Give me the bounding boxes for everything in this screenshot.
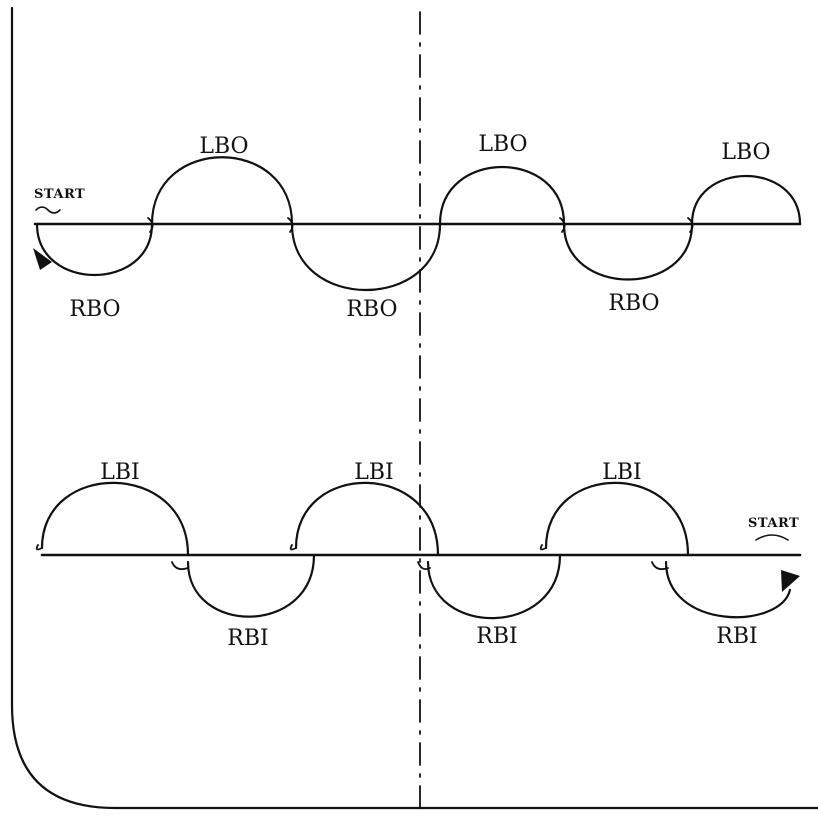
rink-border bbox=[10, 6, 818, 810]
top-transition-tick-3 bbox=[559, 217, 566, 233]
bottom-lobe-below-1 bbox=[186, 553, 316, 618]
bottom-curl-tick-1 bbox=[35, 544, 43, 551]
top-transition-tick-2 bbox=[287, 217, 294, 233]
bottom-lobe-above-label-3: LBI bbox=[602, 460, 641, 485]
top-start-squiggle-icon bbox=[35, 206, 61, 214]
top-row: START LBO LBO LBO RBO RBO RBO bbox=[33, 132, 802, 322]
top-start-arrow-icon bbox=[33, 248, 52, 270]
bottom-curl-tick-6 bbox=[651, 561, 669, 571]
bottom-row: START LBI LBI LBI RBI RBI RBI bbox=[35, 460, 802, 651]
bottom-lobe-above-2 bbox=[294, 481, 440, 557]
bottom-start-arrow-icon bbox=[781, 570, 800, 592]
top-lobe-above-3 bbox=[690, 174, 802, 226]
top-lobe-below-1 bbox=[35, 222, 154, 277]
top-lobe-above-label-3: LBO bbox=[721, 140, 770, 165]
bottom-lobe-above-label-2: LBI bbox=[354, 460, 393, 485]
bottom-lobe-above-3 bbox=[544, 481, 690, 557]
bottom-lobe-below-label-1: RBI bbox=[227, 626, 268, 651]
bottom-start-arc-icon bbox=[755, 534, 789, 541]
top-transition-tick-1 bbox=[147, 217, 154, 233]
bottom-lobe-below-3 bbox=[664, 560, 792, 619]
top-lobe-above-label-2: LBO bbox=[478, 132, 527, 157]
top-lobe-above-label-1: LBO bbox=[199, 134, 248, 159]
bottom-lobe-below-label-2: RBI bbox=[476, 624, 517, 649]
bottom-start-label: START bbox=[748, 516, 799, 531]
top-lobe-below-label-3: RBO bbox=[608, 291, 659, 316]
top-lobe-below-3 bbox=[562, 222, 694, 281]
bottom-lobe-below-label-3: RBI bbox=[716, 624, 757, 649]
top-start-label: START bbox=[34, 187, 85, 202]
bottom-curl-tick-5 bbox=[539, 544, 547, 551]
bottom-lobe-below-2 bbox=[426, 553, 562, 620]
bottom-curl-tick-4 bbox=[417, 561, 431, 571]
bottom-lobe-above-1 bbox=[40, 481, 190, 557]
top-transition-tick-4 bbox=[687, 217, 694, 233]
bottom-lobe-above-label-1: LBI bbox=[100, 460, 139, 485]
top-lobe-below-label-2: RBO bbox=[346, 297, 397, 322]
bottom-curl-tick-3 bbox=[289, 544, 297, 551]
top-lobe-above-2 bbox=[438, 166, 566, 226]
bottom-curl-tick-2 bbox=[171, 561, 189, 571]
top-lobe-above-1 bbox=[150, 156, 294, 226]
top-lobe-below-2 bbox=[290, 222, 442, 292]
top-lobe-below-label-1: RBO bbox=[69, 297, 120, 322]
